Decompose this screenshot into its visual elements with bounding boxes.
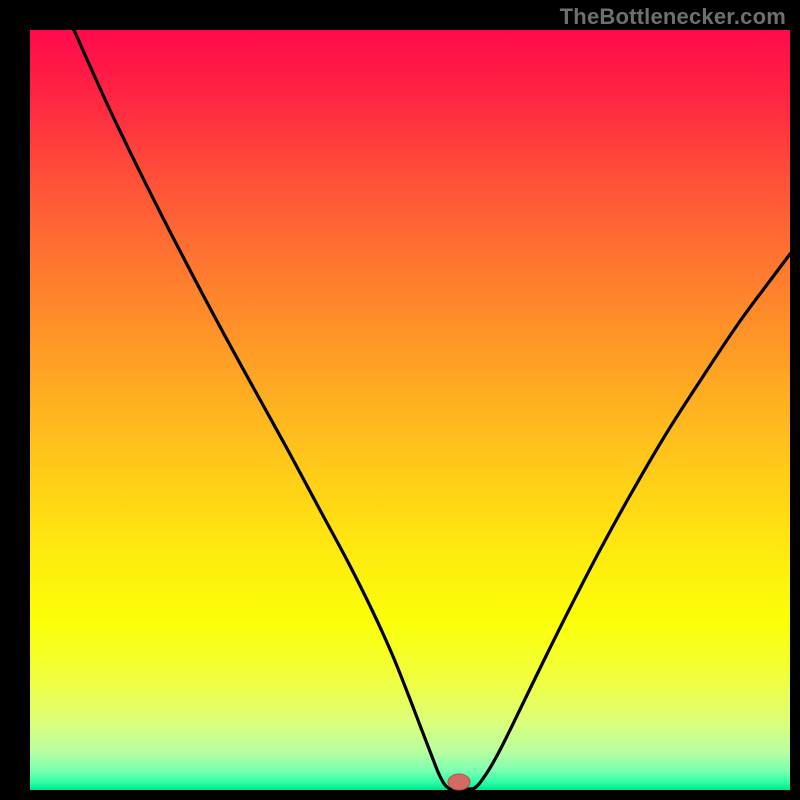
watermark-text: TheBottlenecker.com <box>560 4 786 30</box>
plot-background <box>30 30 790 790</box>
optimal-point-marker <box>448 774 470 790</box>
bottleneck-chart <box>0 0 800 800</box>
chart-container: { "canvas": { "width": 800, "height": 80… <box>0 0 800 800</box>
